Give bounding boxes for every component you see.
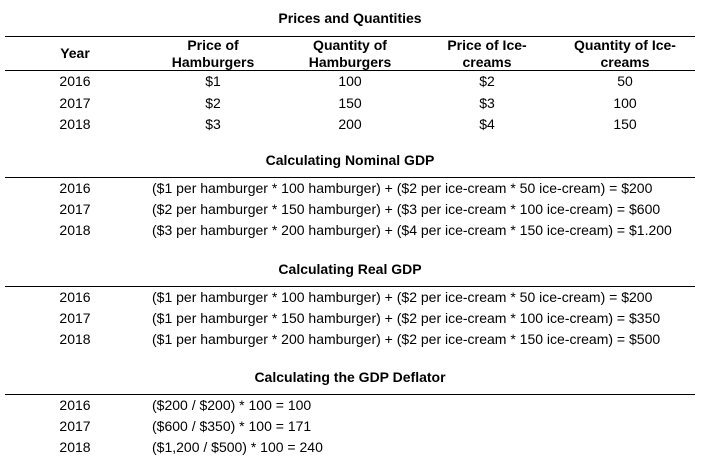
section-title: Calculating the GDP Deflator [254, 369, 446, 385]
column-header: Year [60, 45, 90, 61]
table-cell: $1 [205, 73, 221, 89]
formula-cell: ($200 / $200) * 100 = 100 [152, 397, 312, 413]
year-cell: 2017 [59, 418, 91, 434]
table-cell: 150 [613, 116, 637, 132]
formula-cell: ($1 per hamburger * 100 hamburger) + ($2… [152, 289, 653, 305]
formula-cell: ($3 per hamburger * 200 hamburger) + ($4… [152, 222, 672, 238]
section-rule [5, 286, 695, 287]
column-header: Price of Ice- [447, 37, 527, 53]
formula-cell: ($1 per hamburger * 100 hamburger) + ($2… [152, 180, 653, 196]
formula-cell: ($1 per hamburger * 150 hamburger) + ($2… [152, 310, 661, 326]
section-title: Prices and Quantities [278, 10, 422, 26]
column-header: Price of [187, 37, 239, 53]
header-rule [5, 70, 695, 71]
year-cell: 2018 [59, 222, 91, 238]
formula-cell: ($600 / $350) * 100 = 171 [152, 418, 312, 434]
year-cell: 2016 [59, 180, 91, 196]
section-rule [5, 394, 695, 395]
table-cell: 50 [617, 73, 633, 89]
year-cell: 2017 [59, 310, 91, 326]
table-cell: $2 [205, 94, 221, 111]
table-cell: $4 [479, 116, 495, 132]
table-cell: 150 [338, 94, 362, 111]
column-header: Hamburgers [308, 54, 392, 70]
year-cell: 2018 [59, 439, 91, 455]
table-cell: 2017 [59, 94, 91, 111]
table-cell: $2 [479, 73, 495, 89]
table-cell: 100 [338, 73, 362, 89]
section-title: Calculating Nominal GDP [265, 152, 435, 168]
table-cell: $3 [205, 116, 221, 132]
table-cell: 100 [613, 94, 637, 111]
table-cell: $3 [479, 94, 495, 111]
column-header: creams [600, 54, 650, 70]
column-header: Quantity of Ice- [574, 37, 676, 53]
column-header: Hamburgers [171, 54, 255, 70]
formula-cell: ($1,200 / $500) * 100 = 240 [152, 439, 323, 455]
formula-cell: ($2 per hamburger * 150 hamburger) + ($3… [152, 201, 661, 217]
column-header: creams [462, 54, 512, 70]
formula-cell: ($1 per hamburger * 200 hamburger) + ($2… [152, 331, 661, 347]
section-title: Calculating Real GDP [278, 261, 422, 277]
section-rule [5, 177, 695, 178]
year-cell: 2017 [59, 201, 91, 217]
table-cell: 2016 [59, 73, 91, 89]
column-header: Quantity of [313, 37, 387, 53]
title-rule [5, 36, 695, 37]
year-cell: 2016 [59, 289, 91, 305]
table-cell: 2018 [59, 116, 91, 132]
year-cell: 2016 [59, 397, 91, 413]
year-cell: 2018 [59, 331, 91, 347]
table-cell: 200 [338, 116, 362, 132]
